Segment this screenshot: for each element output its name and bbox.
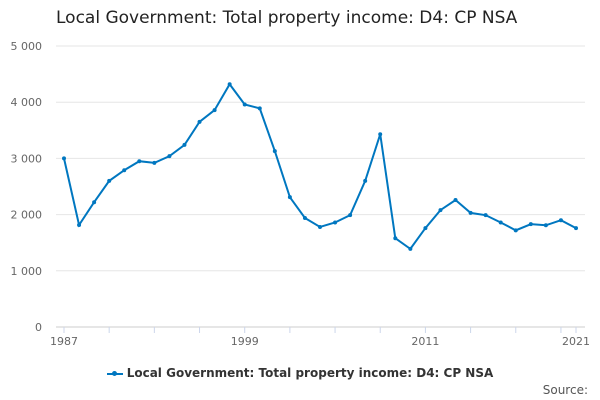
series-line [63, 82, 577, 251]
legend-swatch [106, 370, 123, 376]
data-point [438, 208, 443, 213]
x-tick-label: 1999 [231, 335, 259, 348]
data-point [167, 154, 172, 159]
x-tick-label: 1987 [50, 335, 78, 348]
data-point [62, 156, 66, 161]
chart-title: Local Government: Total property income:… [56, 8, 518, 28]
data-point [77, 222, 82, 227]
data-point [423, 226, 428, 231]
data-point [287, 195, 292, 200]
data-point [483, 213, 488, 218]
data-point [528, 222, 533, 227]
data-point [152, 160, 157, 165]
legend-label: Local Government: Total property income:… [126, 366, 494, 380]
legend[interactable]: Local Government: Total property income:… [0, 366, 600, 380]
data-point [453, 197, 458, 202]
y-tick-label: 1 000 [11, 265, 43, 278]
data-point [257, 106, 262, 111]
data-point [558, 218, 563, 223]
data-point [227, 82, 232, 87]
x-tick-label: 2011 [411, 335, 439, 348]
data-point [498, 220, 503, 225]
data-point [574, 226, 578, 231]
data-point [543, 223, 548, 228]
data-point [348, 213, 353, 218]
data-point [468, 210, 473, 215]
data-point [242, 102, 247, 107]
data-point [92, 200, 97, 205]
data-point [197, 119, 202, 124]
data-point [272, 149, 277, 154]
data-point [378, 132, 383, 137]
x-tick-label: 2021 [562, 335, 590, 348]
y-tick-label: 0 [35, 321, 42, 334]
y-tick-label: 2 000 [11, 209, 43, 222]
data-point [302, 215, 307, 220]
source-label: Source: [542, 383, 588, 397]
y-tick-label: 5 000 [11, 40, 43, 53]
data-point [122, 168, 127, 173]
data-point [393, 236, 398, 241]
data-point [408, 246, 413, 251]
y-tick-label: 4 000 [11, 96, 43, 109]
data-point [363, 178, 368, 183]
data-point [107, 178, 112, 183]
y-tick-label: 3 000 [11, 152, 43, 165]
data-point [318, 224, 322, 229]
data-point [513, 228, 518, 233]
data-point [212, 108, 217, 113]
data-point [333, 220, 338, 225]
data-point [137, 159, 142, 164]
data-point [182, 142, 187, 147]
